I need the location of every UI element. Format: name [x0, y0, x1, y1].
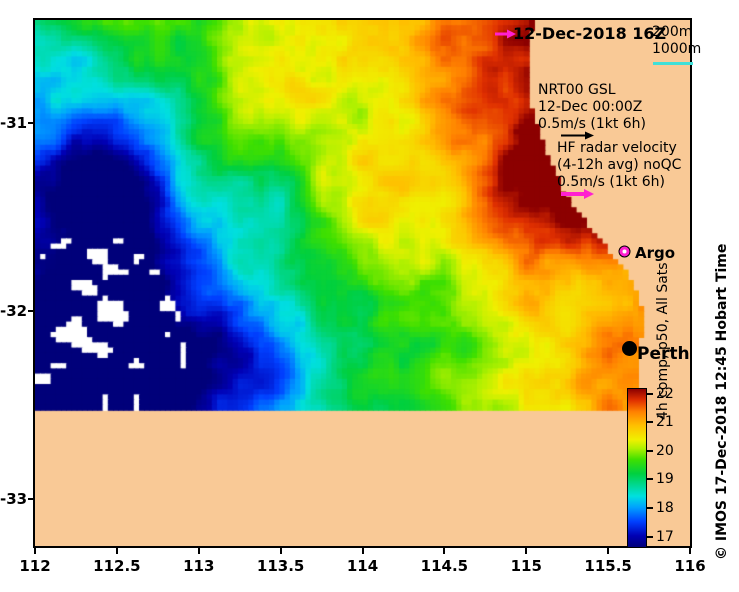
sst-heatmap-canvas	[35, 20, 690, 546]
y-axis-tick-label: -32	[0, 302, 28, 321]
y-axis-tick	[28, 498, 35, 501]
x-axis-tick-label: 114.5	[420, 557, 469, 575]
gsl-line-3: 0.5m/s (1kt 6h)	[538, 116, 647, 132]
x-axis-tick	[443, 547, 446, 554]
colorbar-tick-label: 20	[656, 442, 674, 459]
colorbar-tick	[647, 507, 653, 509]
bathy-1000m-label: 1000m	[652, 41, 702, 57]
colorbar-tick-label: 22	[656, 385, 674, 402]
x-axis-tick	[197, 547, 200, 554]
date-pointer-arrow-icon	[495, 29, 516, 39]
x-axis-tick	[689, 547, 691, 554]
x-axis-tick-label: 115.5	[584, 557, 632, 575]
colorbar-tick	[647, 421, 653, 424]
gsl-legend: NRT00 GSL 12-Dec 00:00Z 0.5m/s (1kt 6h)	[538, 82, 646, 133]
x-axis-tick-label: 115	[510, 557, 542, 575]
perth-marker-icon	[622, 341, 637, 356]
bathymetry-legend-line	[653, 62, 693, 65]
gsl-line-2: 12-Dec 00:00Z	[538, 99, 643, 115]
hf-line-3: 0.5m/s (1kt 6h)	[557, 174, 666, 190]
y-axis-tick	[28, 122, 35, 125]
x-axis-tick	[361, 547, 364, 554]
map-plot-area[interactable]	[33, 18, 692, 548]
y-axis-tick	[28, 310, 35, 313]
hf-scale-arrow-icon	[561, 189, 594, 199]
x-axis-tick	[34, 547, 36, 554]
x-axis-tick	[115, 547, 118, 554]
colorbar-tick	[647, 535, 653, 538]
colorbar-tick	[647, 449, 653, 452]
argo-marker-icon	[618, 245, 631, 258]
perth-label: Perth	[637, 344, 690, 364]
x-axis-tick	[525, 547, 528, 554]
hf-line-2: (4-12h avg) noQC	[557, 157, 682, 173]
y-axis-tick-label: -33	[0, 490, 28, 509]
x-axis-tick-label: 112	[19, 557, 51, 575]
hf-radar-legend: HF radar velocity (4-12h avg) noQC 0.5m/…	[557, 140, 681, 191]
date-label: 12-Dec-2018 16Z	[513, 24, 667, 43]
x-axis-tick	[607, 547, 610, 554]
colorbar-tick-label: 17	[656, 528, 674, 545]
x-axis-tick-label: 113	[183, 557, 215, 575]
x-axis-tick-label: 112.5	[93, 557, 141, 575]
argo-label: Argo	[635, 244, 676, 262]
credit-text: © IMOS 17-Dec-2018 12:45 Hobart Time	[714, 243, 730, 560]
gsl-line-1: NRT00 GSL	[538, 82, 616, 98]
bathymetry-legend: 200m 1000m	[652, 24, 701, 58]
colorbar-tick	[647, 392, 653, 395]
colorbar-tick-label: 19	[656, 471, 674, 488]
y-axis-tick-label: -31	[0, 114, 28, 133]
x-axis-tick-label: 113.5	[256, 557, 305, 575]
bathy-200m-label: 200m	[652, 24, 693, 40]
colorbar-tick	[647, 478, 653, 481]
colorbar-tick-label: 21	[656, 414, 674, 431]
colorbar-tick-label: 18	[656, 500, 674, 516]
gsl-scale-arrow-icon	[561, 131, 594, 140]
x-axis-tick-label: 116	[674, 557, 706, 575]
hf-line-1: HF radar velocity	[557, 140, 677, 156]
x-axis-tick	[279, 547, 282, 554]
x-axis-tick-label: 114	[346, 557, 379, 575]
colorbar-title: 4h comp, p50, All Sats	[655, 262, 671, 420]
colorbar-gradient	[627, 388, 647, 548]
